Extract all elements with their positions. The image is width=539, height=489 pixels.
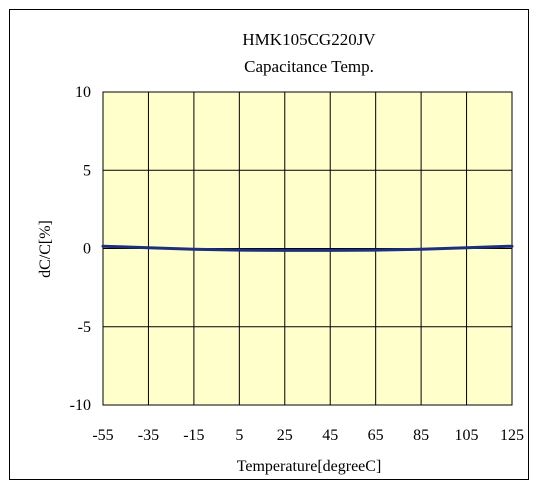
x-tick-label: 5 <box>235 427 243 444</box>
y-tick-label: 5 <box>83 162 91 179</box>
y-tick-label: -5 <box>78 319 91 336</box>
x-axis-label: Temperature[degreeC] <box>237 458 382 475</box>
y-tick-label: -10 <box>70 397 91 414</box>
x-tick-label: 25 <box>277 427 293 444</box>
x-tick-label: 45 <box>322 427 338 444</box>
x-ticks: -55 -35 -15 5 25 45 65 85 105 125 <box>92 427 524 444</box>
x-tick-label: 105 <box>455 427 479 444</box>
y-tick-label: 10 <box>75 84 91 101</box>
y-axis-label: dC/C[%] <box>37 220 54 278</box>
chart-subtitle: Capacitance Temp. <box>244 57 374 76</box>
chart-title: HMK105CG220JV <box>242 30 376 49</box>
x-tick-label: -15 <box>183 427 204 444</box>
x-tick-label: 85 <box>413 427 429 444</box>
y-ticks: 10 5 0 -5 -10 <box>70 84 91 414</box>
x-tick-label: -55 <box>92 427 113 444</box>
series-lines <box>101 244 514 252</box>
series-line <box>101 244 514 252</box>
y-tick-label: 0 <box>83 241 91 258</box>
x-tick-label: 125 <box>500 427 524 444</box>
x-tick-label: -35 <box>138 427 159 444</box>
x-tick-label: 65 <box>368 427 384 444</box>
